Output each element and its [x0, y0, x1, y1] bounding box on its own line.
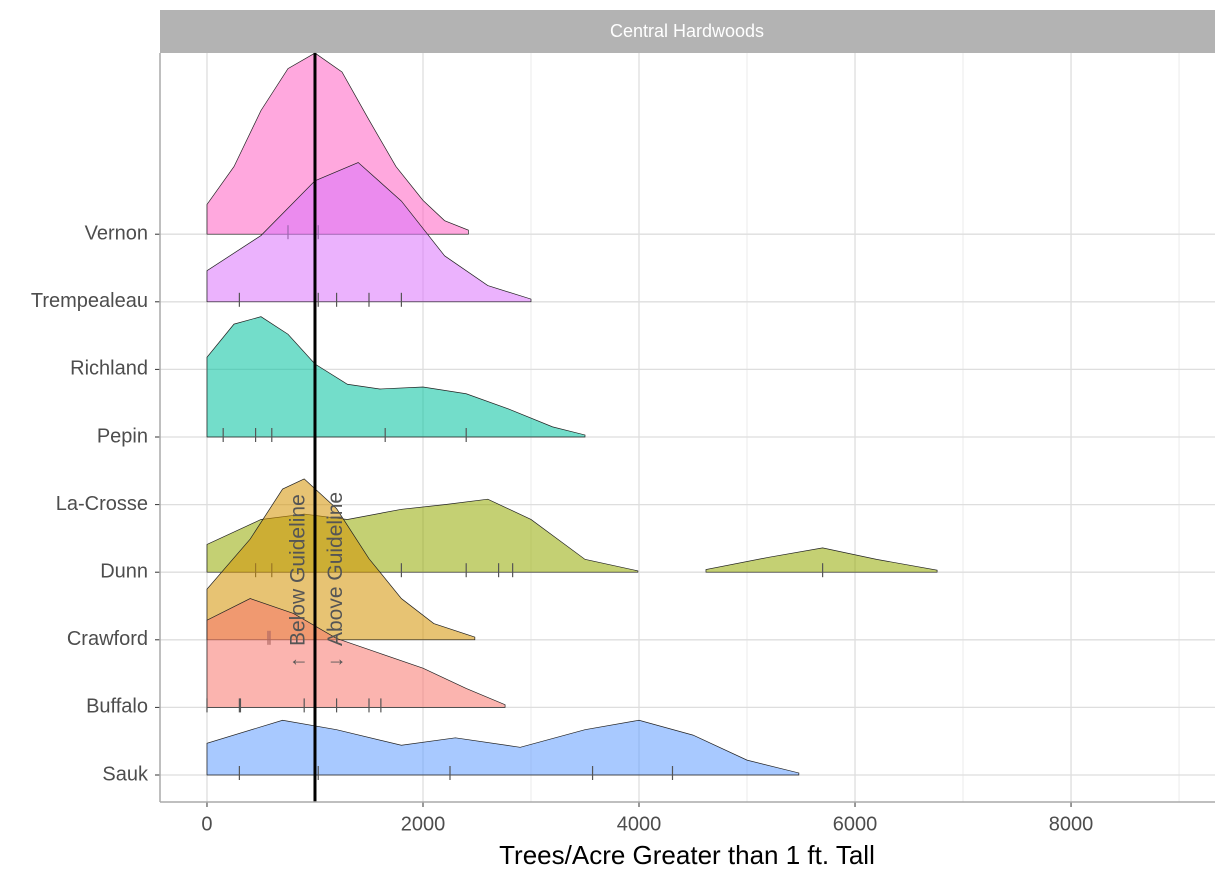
annotation: Above Guideline	[324, 492, 347, 646]
density-ridge	[206, 316, 586, 438]
y-tick-label: Richland	[70, 358, 148, 380]
facet-strip	[160, 10, 1215, 53]
x-tick-label: 4000	[617, 813, 662, 835]
y-tick-label: Sauk	[102, 763, 149, 785]
annotation-arrow: →	[327, 648, 347, 670]
x-tick-label: 8000	[1049, 813, 1094, 835]
annotation-arrow: ←	[289, 648, 309, 670]
y-tick-label: Pepin	[97, 425, 148, 447]
facet-title: Central Hardwoods	[610, 21, 764, 41]
density-ridge	[206, 598, 506, 708]
y-tick-label: Vernon	[85, 222, 148, 244]
annotation: Below Guideline	[286, 494, 309, 646]
x-tick-label: 0	[201, 813, 212, 835]
x-axis-title: Trees/Acre Greater than 1 ft. Tall	[499, 840, 875, 870]
density-ridge	[206, 162, 532, 303]
density-ridge	[206, 52, 469, 235]
y-tick-label: Buffalo	[86, 696, 148, 718]
y-tick-label: La-Crosse	[56, 493, 148, 515]
x-tick-label: 6000	[833, 813, 878, 835]
x-tick-label: 2000	[401, 813, 446, 835]
density-ridge	[206, 498, 938, 573]
density-ridge	[206, 478, 476, 641]
y-tick-label: Trempealeau	[31, 290, 148, 312]
density-ridge	[206, 719, 800, 776]
y-tick-label: Crawford	[67, 628, 148, 650]
y-tick-label: Dunn	[100, 560, 148, 582]
